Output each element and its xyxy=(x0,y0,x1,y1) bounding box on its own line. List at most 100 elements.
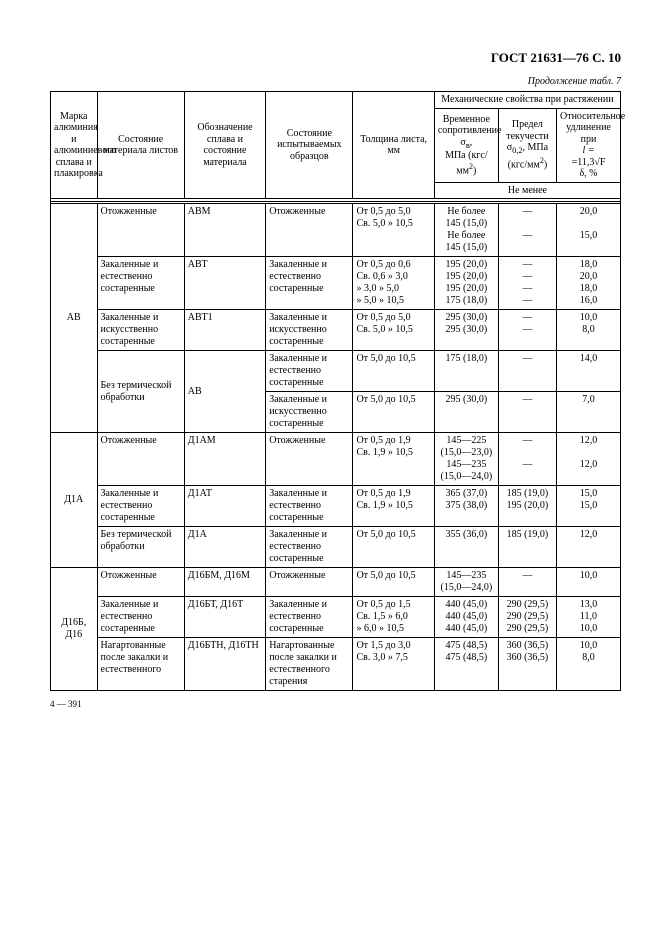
cell-str: 355 (36,0) xyxy=(434,527,498,568)
cell-thick: От 5,0 до 10,5 xyxy=(353,527,434,568)
cell-samp: Отожженные xyxy=(266,433,353,486)
cell-yield: —— xyxy=(498,433,556,486)
cell-str: 295 (30,0)295 (30,0) xyxy=(434,310,498,351)
cell-elong: 12,012,0 xyxy=(556,433,620,486)
cell-thick: От 5,0 до 10,5 xyxy=(353,392,434,433)
cell-mat: Закаленные и искусственно состаренные xyxy=(97,310,184,351)
cell-samp: Закаленные и естественно состаренные xyxy=(266,597,353,638)
cell-elong: 20,015,0 xyxy=(556,204,620,257)
cell-yield: 185 (19,0)195 (20,0) xyxy=(498,486,556,527)
cell-elong: 10,08,0 xyxy=(556,310,620,351)
cell-thick: От 0,5 до 0,6Св. 0,6 » 3,0» 3,0 » 5,0» 5… xyxy=(353,257,434,310)
continuation-label: Продолжение табл. 7 xyxy=(50,76,621,87)
cell-mat: Нагартованные после закалки и естественн… xyxy=(97,638,184,691)
cell-alloy: Д1А xyxy=(51,433,98,568)
cell-elong: 15,015,0 xyxy=(556,486,620,527)
table-row: Д1А Отожженные Д1АМ Отожженные От 0,5 до… xyxy=(51,433,621,486)
cell-elong: 10,0 xyxy=(556,568,620,597)
cell-samp: Нагартованные после закалки и естественн… xyxy=(266,638,353,691)
cell-mat: Закаленные и естественно состаренные xyxy=(97,597,184,638)
table-row: Без термической обработки АВ Закаленные … xyxy=(51,351,621,392)
cell-mat: Закаленные и естественно состаренные xyxy=(97,257,184,310)
cell-samp: Закаленные и естественно состаренные xyxy=(266,351,353,392)
cell-samp: Закаленные и искусственно состаренные xyxy=(266,310,353,351)
cell-samp: Отожженные xyxy=(266,204,353,257)
cell-thick: От 0,5 до 1,9Св. 1,9 » 10,5 xyxy=(353,433,434,486)
cell-des: Д1АТ xyxy=(184,486,265,527)
cell-str: 365 (37,0)375 (38,0) xyxy=(434,486,498,527)
cell-elong: 13,011,010,0 xyxy=(556,597,620,638)
cell-yield: —— xyxy=(498,204,556,257)
cell-samp: Отожженные xyxy=(266,568,353,597)
header-alloy: Марка алюминия и алюминиевого сплава и п… xyxy=(51,92,98,199)
cell-elong: 10,08,0 xyxy=(556,638,620,691)
cell-str: 145—225(15,0—23,0)145—235(15,0—24,0) xyxy=(434,433,498,486)
cell-elong: 12,0 xyxy=(556,527,620,568)
cell-des: АВТ xyxy=(184,257,265,310)
cell-yield: — xyxy=(498,568,556,597)
header-thickness: Толщина листа, мм xyxy=(353,92,434,199)
cell-thick: От 0,5 до 1,9Св. 1,9 » 10,5 xyxy=(353,486,434,527)
cell-des: Д1АМ xyxy=(184,433,265,486)
cell-des: Д1А xyxy=(184,527,265,568)
table-row: Закаленные и естественно состаренные Д1А… xyxy=(51,486,621,527)
cell-yield: ———— xyxy=(498,257,556,310)
cell-str: 195 (20,0)195 (20,0)195 (20,0)175 (18,0) xyxy=(434,257,498,310)
cell-str: 475 (48,5)475 (48,5) xyxy=(434,638,498,691)
cell-str: 145—235(15,0—24,0) xyxy=(434,568,498,597)
header-designation: Обозначение сплава и состояние материала xyxy=(184,92,265,199)
header-yield: Предел текучести σ0,2, МПа (кгс/мм2) xyxy=(498,108,556,182)
cell-des: Д16БТН, Д16ТН xyxy=(184,638,265,691)
cell-mat: Без термической обработки xyxy=(97,351,184,433)
cell-elong: 14,0 xyxy=(556,351,620,392)
header-sample: Состояние испытываемых образцов xyxy=(266,92,353,199)
cell-mat: Отожженные xyxy=(97,433,184,486)
cell-yield: 290 (29,5)290 (29,5)290 (29,5) xyxy=(498,597,556,638)
cell-thick: От 1,5 до 3,0Св. 3,0 » 7,5 xyxy=(353,638,434,691)
cell-yield: 360 (36,5)360 (36,5) xyxy=(498,638,556,691)
cell-elong: 7,0 xyxy=(556,392,620,433)
cell-thick: От 0,5 до 5,0Св. 5,0 » 10,5 xyxy=(353,204,434,257)
cell-thick: От 5,0 до 10,5 xyxy=(353,351,434,392)
cell-str: 175 (18,0) xyxy=(434,351,498,392)
cell-des: АВТ1 xyxy=(184,310,265,351)
cell-alloy: АВ xyxy=(51,204,98,433)
cell-alloy: Д16Б, Д16 xyxy=(51,568,98,691)
table-row: Без термической обработки Д1А Закаленные… xyxy=(51,527,621,568)
cell-str: 440 (45,0)440 (45,0)440 (45,0) xyxy=(434,597,498,638)
table-row: Закаленные и естественно состаренные Д16… xyxy=(51,597,621,638)
header-strength: Временное сопротивление σв,МПа (кгс/мм2) xyxy=(434,108,498,182)
document-number: ГОСТ 21631—76 С. 10 xyxy=(50,50,621,66)
cell-str: Не более145 (15,0)Не более145 (15,0) xyxy=(434,204,498,257)
table-row: Нагартованные после закалки и естественн… xyxy=(51,638,621,691)
header-elong: Относительное удлинение приl ==11,3√Fδ, … xyxy=(556,108,620,182)
table-row: Закаленные и искусственно состаренные АВ… xyxy=(51,310,621,351)
cell-yield: 185 (19,0) xyxy=(498,527,556,568)
cell-thick: От 0,5 до 5,0Св. 5,0 » 10,5 xyxy=(353,310,434,351)
cell-yield: —— xyxy=(498,310,556,351)
cell-yield: — xyxy=(498,392,556,433)
cell-samp: Закаленные и естественно состаренные xyxy=(266,257,353,310)
cell-elong: 18,020,018,016,0 xyxy=(556,257,620,310)
header-notless: Не менее xyxy=(434,182,620,199)
table-row: Д16Б, Д16 Отожженные Д16БМ, Д16М Отожжен… xyxy=(51,568,621,597)
header-mech: Механические свойства при растяжении xyxy=(434,92,620,109)
cell-thick: От 5,0 до 10,5 xyxy=(353,568,434,597)
cell-des: АВМ xyxy=(184,204,265,257)
cell-mat: Отожженные xyxy=(97,568,184,597)
cell-samp: Закаленные и естественно состаренные xyxy=(266,486,353,527)
header-material: Состояние материала листов xyxy=(97,92,184,199)
footer-number: 4 — 391 xyxy=(50,699,621,709)
cell-thick: От 0,5 до 1,5Св. 1,5 » 6,0» 6,0 » 10,5 xyxy=(353,597,434,638)
cell-des: АВ xyxy=(184,351,265,433)
cell-des: Д16БТ, Д16Т xyxy=(184,597,265,638)
cell-mat: Отожженные xyxy=(97,204,184,257)
cell-des: Д16БМ, Д16М xyxy=(184,568,265,597)
table-row: АВ Отожженные АВМ Отожженные От 0,5 до 5… xyxy=(51,204,621,257)
cell-samp: Закаленные и естественно состаренные xyxy=(266,527,353,568)
mechanical-properties-table: Марка алюминия и алюминиевого сплава и п… xyxy=(50,91,621,691)
cell-samp: Закаленные и искусственно состаренные xyxy=(266,392,353,433)
cell-mat: Без термической обработки xyxy=(97,527,184,568)
cell-str: 295 (30,0) xyxy=(434,392,498,433)
table-row: Закаленные и естественно состаренные АВТ… xyxy=(51,257,621,310)
